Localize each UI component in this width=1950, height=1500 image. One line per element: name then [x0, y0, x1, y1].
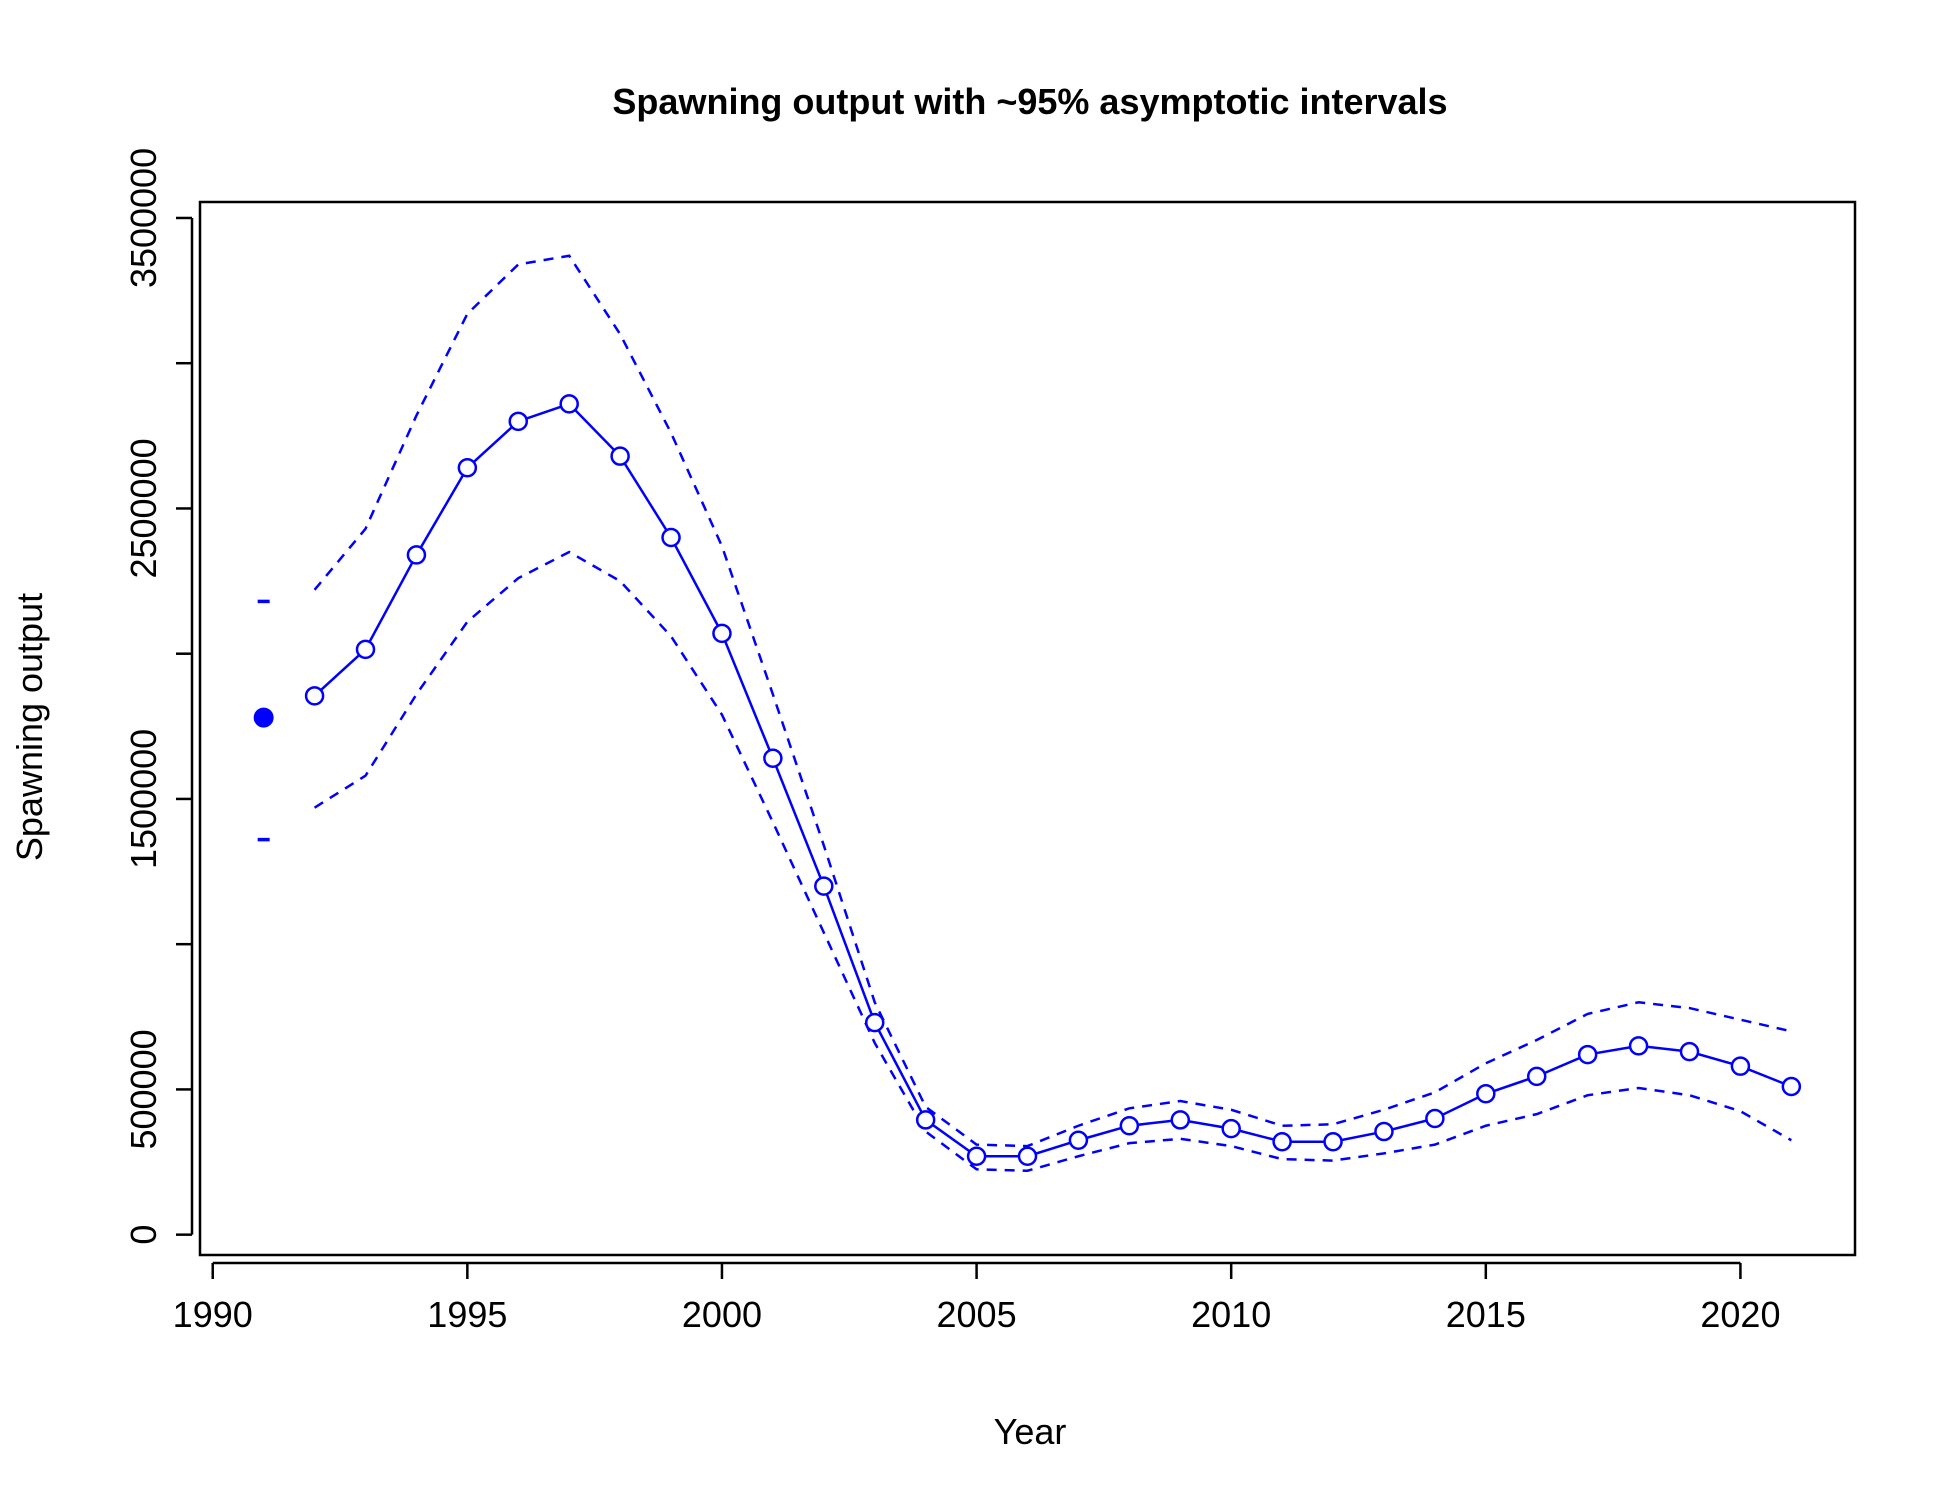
estimate-point-2010 [1221, 1118, 1241, 1139]
x-tick-label-2010: 2010 [1191, 1294, 1271, 1335]
series-layer [253, 254, 1802, 1173]
x-tick-label-1990: 1990 [173, 1294, 253, 1335]
estimate-point-2004 [915, 1110, 936, 1130]
axes: 1990 1995 2000 2005 2010 2015 2020 0 500000 15000… [123, 148, 1857, 1335]
x-tick-label-2015: 2015 [1446, 1294, 1526, 1335]
x-tick-label-2000: 2000 [682, 1294, 762, 1335]
estimate-point-2005 [966, 1146, 987, 1166]
estimate-point-1993 [355, 639, 376, 660]
estimate-point-2013 [1374, 1121, 1394, 1142]
estimate-point-1994 [406, 545, 427, 565]
estimate-point-2009 [1170, 1110, 1191, 1130]
estimate-point-2011 [1272, 1131, 1292, 1152]
estimate-line [313, 402, 1792, 1158]
y-tick-label-2500000: 2500000 [123, 438, 164, 578]
estimate-point-2016 [1526, 1066, 1547, 1087]
estimate-point-1999 [661, 527, 681, 548]
x-tick-label-1995: 1995 [427, 1294, 507, 1335]
virgin-point [253, 707, 274, 728]
estimate-point-1995 [457, 458, 478, 478]
y-tick-label-500000: 500000 [123, 1029, 164, 1149]
estimate-point-1998 [610, 446, 630, 466]
estimate-point-1997 [559, 394, 579, 414]
estimate-point-2007 [1068, 1130, 1089, 1151]
estimate-point-1996 [508, 411, 529, 432]
estimate-point-2021 [1781, 1076, 1802, 1097]
x-tick-label-2020: 2020 [1700, 1294, 1780, 1335]
estimate-point-2019 [1679, 1041, 1700, 1062]
estimate-point-2001 [763, 748, 783, 769]
estimate-point-2000 [712, 623, 732, 644]
x-tick-label-2005: 2005 [937, 1294, 1017, 1335]
estimate-point-2015 [1476, 1084, 1496, 1104]
y-axis-label: Spawning output [9, 593, 50, 861]
plot-frame [198, 200, 1857, 1257]
y-tick-label-3500000: 3500000 [123, 148, 164, 288]
estimate-point-2008 [1119, 1115, 1140, 1136]
estimate-point-2014 [1425, 1108, 1445, 1129]
estimate-point-2018 [1628, 1036, 1649, 1056]
x-axis-label: Year [994, 1411, 1067, 1452]
chart-title: Spawning output with ~95% asymptotic int… [612, 81, 1447, 122]
upper-interval-line [313, 254, 1792, 1148]
estimate-point-2006 [1017, 1146, 1038, 1166]
estimate-point-2020 [1730, 1056, 1751, 1076]
y-tick-label-1500000: 1500000 [123, 729, 164, 869]
estimate-point-1992 [304, 686, 325, 706]
lower-interval-line [313, 550, 1792, 1173]
estimate-point-2002 [814, 876, 834, 896]
estimate-point-2003 [864, 1012, 885, 1033]
estimate-point-2017 [1577, 1044, 1598, 1065]
y-tick-label-0: 0 [123, 1225, 164, 1245]
estimate-point-2012 [1323, 1131, 1343, 1152]
